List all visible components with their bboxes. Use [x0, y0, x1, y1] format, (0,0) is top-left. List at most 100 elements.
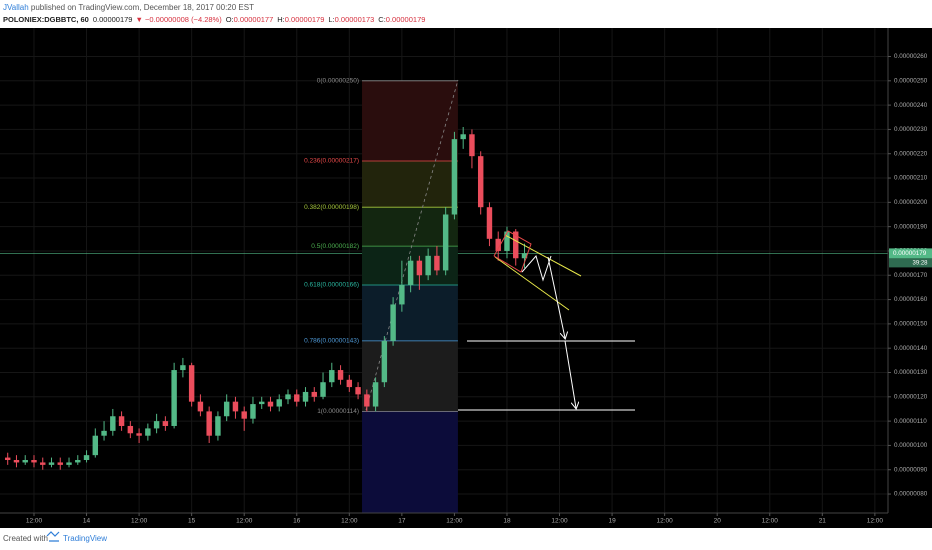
fib-band: [362, 207, 458, 247]
candle-body: [153, 421, 160, 429]
x-tick-label: 12:00: [867, 518, 884, 525]
candle-body: [425, 255, 431, 276]
candle-body: [31, 460, 37, 463]
candle-body: [451, 139, 458, 215]
candle-body: [48, 462, 55, 465]
y-tick-label: 0.00000150: [894, 321, 928, 328]
price-label: 0.00000179: [893, 250, 927, 257]
x-tick-label: 20: [714, 518, 722, 525]
x-tick-label: 12:00: [762, 518, 779, 525]
projection-arrow: [564, 340, 576, 408]
candle-body: [13, 460, 20, 463]
candle-body: [521, 253, 528, 259]
y-tick-label: 0.00000210: [894, 175, 928, 182]
y-tick-label: 0.00000200: [894, 199, 928, 206]
brand[interactable]: TradingView: [63, 534, 107, 543]
axes: 0.00000080 0.00000090 0.00000100 0.00000110…: [26, 53, 932, 525]
fib-label: 1(0.00000114): [317, 408, 359, 415]
candle-body: [407, 260, 414, 285]
fib-band: [362, 411, 458, 513]
author: JVallah: [3, 3, 29, 12]
y-tick-label: 0.00000080: [894, 491, 928, 498]
last-price: 0.00000179: [93, 15, 133, 24]
timer-box: [889, 258, 932, 268]
candle-body: [302, 391, 309, 402]
wedge-line: [504, 234, 582, 277]
symbol-line: POLONIEX:DGBBTC, 60 0.00000179 ▼ −0.000000…: [3, 15, 425, 24]
candle-body: [320, 382, 326, 397]
candle-body: [188, 365, 195, 402]
wedge-line: [494, 256, 570, 311]
candle-body: [364, 394, 370, 407]
candle-body: [145, 428, 151, 436]
y-tick-label: 0.00000120: [894, 393, 928, 400]
y-tick-label: 0.00000190: [894, 223, 928, 230]
y-tick-label: 0.00000260: [894, 53, 928, 60]
y-tick-label: 0.00000130: [894, 369, 928, 376]
candle-body: [66, 462, 72, 465]
x-tick-label: 21: [819, 518, 827, 525]
candle-body: [329, 370, 335, 383]
logo: [46, 531, 60, 542]
y-tick-label: 0.00000220: [894, 150, 928, 157]
fib-label: 0.236(0.00000217): [304, 158, 359, 165]
candle-body: [197, 401, 204, 412]
x-tick-label: 19: [608, 518, 616, 525]
candle-body: [486, 207, 493, 239]
symbol: POLONIEX:DGBBTC, 60: [3, 15, 89, 24]
x-tick-label: 12:00: [657, 518, 674, 525]
y-tick-label: 0.00000100: [894, 442, 928, 449]
price-label-box: [889, 248, 932, 259]
ohlc-value: 0.00000173: [335, 15, 375, 24]
y-tick-label: 0.00000110: [894, 418, 927, 425]
created-with: Created with: [3, 534, 48, 543]
y-tick-label: 0.00000090: [894, 466, 928, 473]
header-line: JVallah published on TradingView.com, De…: [3, 3, 254, 12]
ohlc-key: C:: [378, 15, 386, 24]
change: ▼ −0.00000008 (−4.28%): [135, 15, 222, 24]
y-tick-label: 0.00000230: [894, 126, 928, 133]
candle-body: [40, 462, 46, 465]
candles: [4, 126, 528, 470]
x-tick-label: 14: [83, 518, 91, 525]
projection-arrow: [547, 256, 565, 338]
drawings: [458, 230, 635, 411]
candle-body: [399, 284, 405, 305]
candle-body: [381, 340, 388, 383]
candle-body: [285, 394, 291, 400]
projection-line: [521, 254, 552, 282]
y-tick-label: 0.00000240: [894, 102, 928, 109]
candle-body: [504, 231, 510, 251]
chart-background: [0, 28, 932, 528]
candle-body: [311, 391, 317, 397]
candle-body: [259, 401, 265, 405]
candle-body: [162, 421, 169, 426]
x-tick-label: 12:00: [551, 518, 568, 525]
candle-body: [460, 134, 466, 140]
candle-body: [101, 430, 107, 436]
x-tick-label: 12:00: [446, 518, 463, 525]
candle-body: [4, 457, 11, 461]
ohlc-key: H:: [277, 15, 285, 24]
candle-body: [22, 460, 28, 463]
fib-band: [362, 284, 458, 341]
candle-body: [346, 379, 353, 388]
candle-body: [180, 365, 186, 371]
candle-body: [223, 401, 230, 417]
candle-body: [276, 399, 282, 407]
ohlc-value: 0.00000179: [386, 15, 426, 24]
candle-body: [469, 134, 475, 157]
candle-body: [495, 238, 501, 251]
ohlc-key: O:: [226, 15, 234, 24]
candle-body: [206, 411, 212, 436]
y-tick-label: 0.00000250: [894, 77, 928, 84]
candle-body: [513, 231, 519, 259]
ohlc: O:0.00000177 H:0.00000179 L:0.00000173 C:0.…: [226, 15, 426, 24]
ohlc-key: L:: [328, 15, 334, 24]
candle-body: [83, 455, 90, 461]
candle-body: [57, 462, 63, 465]
fib-label: 0.5(0.00000182): [311, 243, 359, 250]
x-tick-label: 17: [398, 518, 406, 525]
